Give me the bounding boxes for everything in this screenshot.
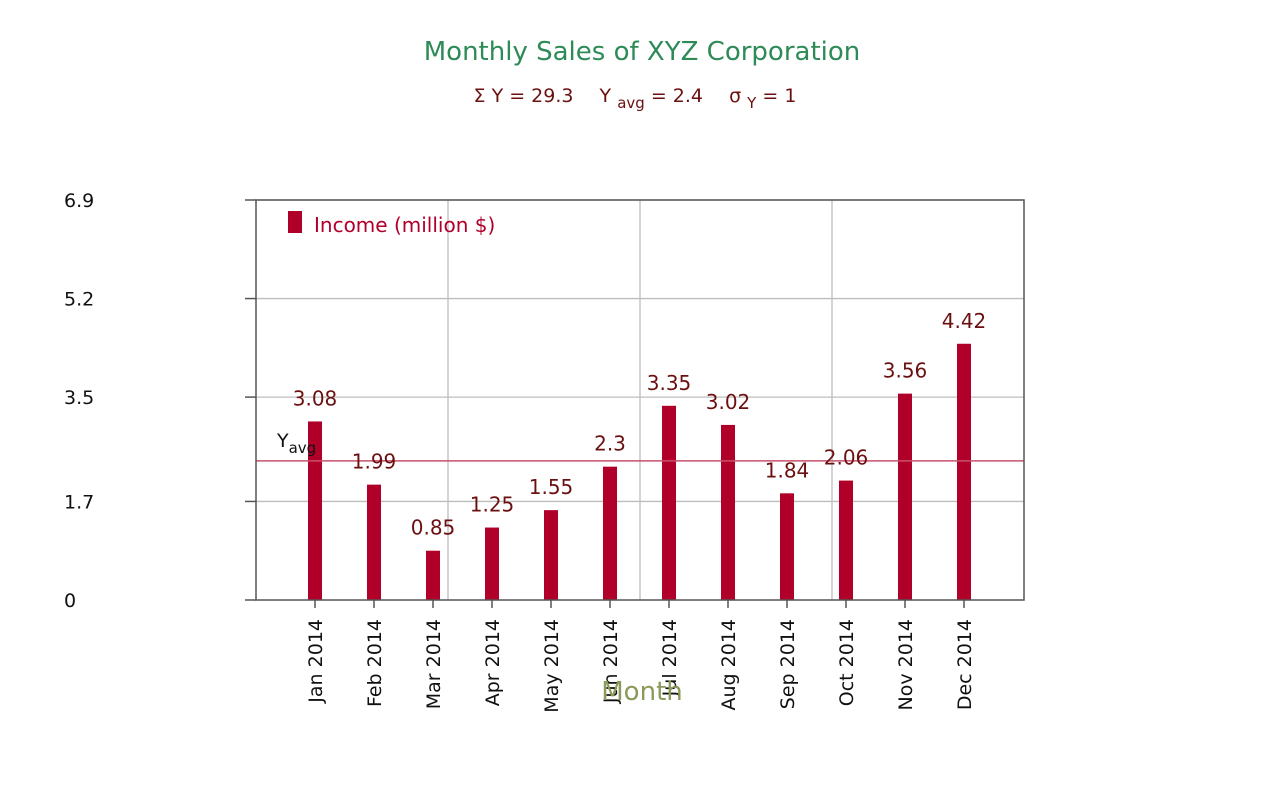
stat-sigma-value: = 1 [762, 85, 796, 107]
data-label-3: 1.25 [470, 493, 515, 517]
x-tick-label-3: Apr 2014 [482, 619, 504, 706]
bar-9 [839, 480, 853, 600]
bar-10 [898, 393, 912, 600]
x-tick-label-6: Jul 2014 [659, 619, 681, 697]
stat-avg-prefix: Y [599, 85, 612, 107]
legend-label: Income (million $) [314, 213, 495, 237]
x-tick-label-5: Jun 2014 [600, 619, 622, 704]
plot-frame [255, 199, 1025, 601]
average-line-group: Yavg [256, 430, 1024, 462]
x-tick-label-7: Aug 2014 [718, 619, 740, 711]
bar-5 [603, 466, 617, 600]
stat-avg-value: = 2.4 [651, 85, 703, 107]
data-label-4: 1.55 [529, 475, 574, 499]
average-line-label: Yavg [276, 430, 316, 457]
data-label-6: 3.35 [647, 371, 692, 395]
y-tick-label-0: 0 [64, 590, 76, 612]
bar-2 [426, 550, 440, 600]
x-tick-label-8: Sep 2014 [777, 619, 799, 709]
y-tick-label-3: 5.2 [64, 289, 94, 311]
x-axis-label: Month [601, 677, 683, 707]
x-tick-label-4: May 2014 [541, 619, 563, 713]
x-tick-label-2: Mar 2014 [423, 619, 445, 709]
chart-title: Monthly Sales of XYZ Corporation [424, 37, 861, 67]
legend-swatch [288, 211, 302, 233]
y-tick-label-2: 3.5 [64, 387, 94, 409]
data-labels: 3.08 1.99 0.85 1.25 1.55 2.3 3.35 3.02 1.84 2.06 3… [293, 309, 987, 540]
x-tick-label-10: Nov 2014 [895, 619, 917, 710]
x-tick-label-11: Dec 2014 [954, 619, 976, 710]
x-tick-label-9: Oct 2014 [836, 619, 858, 706]
y-tick-label-4: 6.9 [64, 190, 94, 212]
data-label-5: 2.3 [594, 432, 626, 456]
stat-avg-sub: avg [617, 94, 645, 112]
bar-8 [780, 493, 794, 600]
bar-0 [308, 421, 322, 600]
stat-sigma-sub: Y [746, 94, 757, 112]
bar-6 [662, 405, 676, 600]
chart-stats: Σ Y = 29.3 Y avg = 2.4 σ Y = 1 [474, 85, 797, 113]
axes: 0 1.7 3.5 5.2 6.9 Jan 2014 Feb 2014 Mar 2014 Apr… [64, 190, 1025, 713]
stat-sum: Σ Y = 29.3 [474, 85, 574, 107]
x-tick-label-1: Feb 2014 [364, 619, 386, 707]
average-label-sub: avg [289, 439, 317, 457]
bar-3 [485, 527, 499, 600]
data-label-1: 1.99 [352, 450, 397, 474]
stat-sigma-prefix: σ [729, 85, 741, 107]
data-label-8: 1.84 [765, 458, 810, 482]
average-label-main: Y [276, 430, 289, 452]
data-label-0: 3.08 [293, 386, 338, 410]
y-tick-label-1: 1.7 [64, 491, 94, 513]
x-tick-label-0: Jan 2014 [305, 619, 327, 704]
legend: Income (million $) [288, 211, 495, 237]
data-label-2: 0.85 [411, 516, 456, 540]
bar-4 [544, 510, 558, 600]
bar-11 [957, 343, 971, 600]
bar-1 [367, 484, 381, 600]
data-label-10: 3.56 [883, 359, 928, 383]
data-label-11: 4.42 [942, 309, 987, 333]
data-label-9: 2.06 [824, 446, 869, 470]
bar-7 [721, 424, 735, 600]
bars [308, 343, 971, 600]
data-label-7: 3.02 [706, 390, 751, 414]
